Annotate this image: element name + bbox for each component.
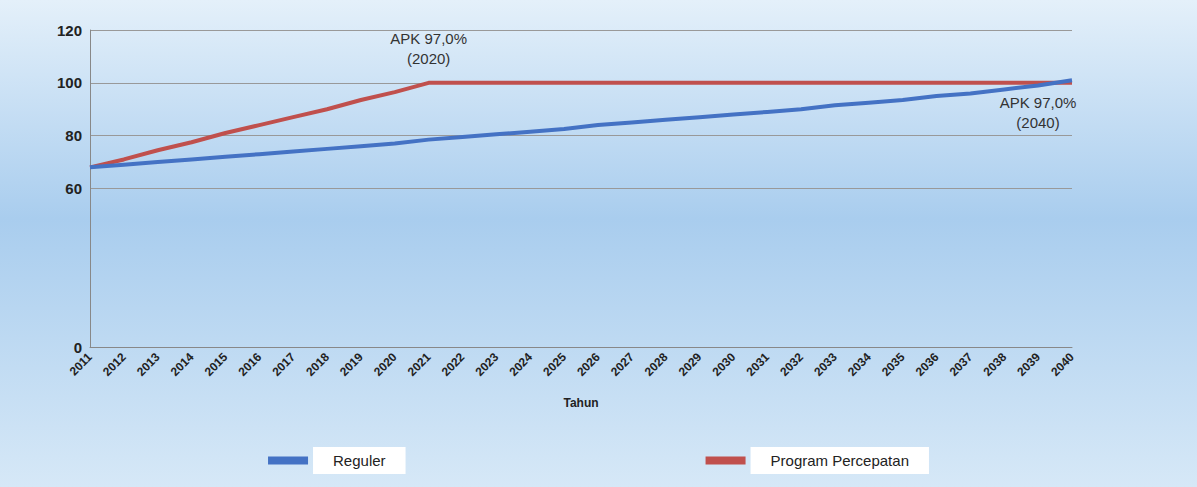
svg-text:2034: 2034 <box>845 350 874 379</box>
svg-text:2022: 2022 <box>439 350 468 379</box>
svg-text:Reguler: Reguler <box>333 452 386 469</box>
svg-text:2037: 2037 <box>947 350 976 379</box>
svg-text:APK 97,0%: APK 97,0% <box>1000 94 1077 111</box>
svg-text:Program Percepatan: Program Percepatan <box>771 452 909 469</box>
svg-text:2040: 2040 <box>1048 350 1077 379</box>
svg-text:2026: 2026 <box>574 350 603 379</box>
svg-text:(2040): (2040) <box>1016 114 1059 131</box>
svg-text:2033: 2033 <box>811 350 840 379</box>
svg-text:2018: 2018 <box>303 350 332 379</box>
svg-text:2027: 2027 <box>608 350 637 379</box>
svg-text:2016: 2016 <box>236 350 265 379</box>
svg-text:80: 80 <box>65 127 82 144</box>
svg-text:APK 97,0%: APK 97,0% <box>390 30 467 47</box>
svg-text:2025: 2025 <box>540 350 569 379</box>
svg-text:2020: 2020 <box>371 350 400 379</box>
svg-text:2038: 2038 <box>980 350 1009 379</box>
svg-text:2039: 2039 <box>1014 350 1043 379</box>
svg-text:2014: 2014 <box>168 350 197 379</box>
svg-text:2030: 2030 <box>710 350 739 379</box>
svg-text:2035: 2035 <box>879 350 908 379</box>
svg-text:2031: 2031 <box>743 350 772 379</box>
svg-text:100: 100 <box>57 74 82 91</box>
svg-text:2017: 2017 <box>269 350 298 379</box>
svg-text:2015: 2015 <box>202 350 231 379</box>
svg-text:2011: 2011 <box>67 350 96 379</box>
svg-text:2013: 2013 <box>134 350 163 379</box>
svg-text:2036: 2036 <box>913 350 942 379</box>
svg-text:Tahun: Tahun <box>563 396 598 410</box>
svg-text:2019: 2019 <box>337 350 366 379</box>
svg-text:2024: 2024 <box>506 350 535 379</box>
svg-text:60: 60 <box>65 180 82 197</box>
svg-text:2012: 2012 <box>100 350 129 379</box>
svg-text:2028: 2028 <box>642 350 671 379</box>
svg-text:0: 0 <box>73 338 82 356</box>
svg-text:2032: 2032 <box>777 350 806 379</box>
svg-text:2021: 2021 <box>405 350 434 379</box>
svg-text:(2020): (2020) <box>407 50 450 67</box>
svg-text:2023: 2023 <box>473 350 502 379</box>
svg-text:120: 120 <box>57 22 82 39</box>
svg-text:2029: 2029 <box>676 350 705 379</box>
